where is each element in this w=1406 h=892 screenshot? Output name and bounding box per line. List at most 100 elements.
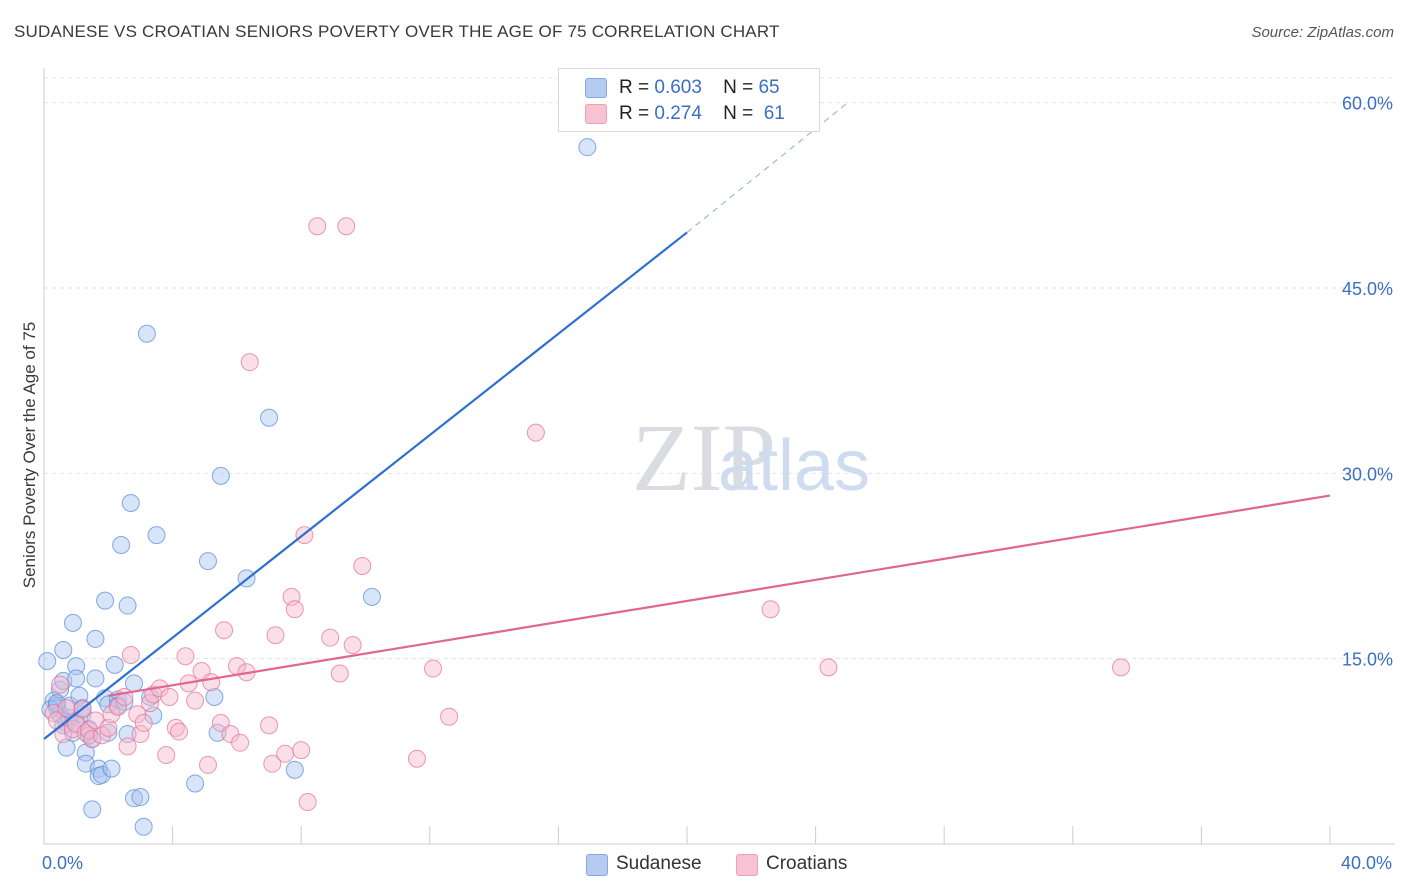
- legend-n-label: N =: [723, 77, 754, 98]
- y-tick-labels: 15.0% 30.0% 45.0% 60.0%: [1342, 94, 1393, 670]
- watermark-zip: ZIP: [632, 404, 776, 511]
- point-sudanese: [121, 494, 140, 513]
- legend-n-value-croatians: 61: [763, 103, 785, 124]
- point-croatians: [321, 628, 340, 647]
- point-croatians: [170, 722, 189, 741]
- point-croatians: [51, 675, 70, 694]
- legend-label-croatians: Croatians: [766, 853, 848, 874]
- point-croatians: [186, 691, 205, 710]
- point-sudanese: [102, 759, 121, 778]
- point-croatians: [526, 423, 545, 442]
- trend-line-croatians: [108, 494, 1331, 697]
- point-sudanese: [118, 725, 137, 744]
- data-points: [38, 138, 1131, 836]
- point-croatians: [83, 729, 102, 748]
- point-croatians: [292, 741, 311, 760]
- point-croatians: [330, 664, 349, 683]
- chart-title: SUDANESE VS CROATIAN SENIORS POVERTY OVE…: [14, 22, 780, 41]
- trend-line-sudanese: [43, 231, 688, 740]
- point-sudanese: [198, 552, 217, 571]
- legend-swatch-sudanese: [585, 78, 607, 98]
- point-croatians: [134, 713, 153, 732]
- point-croatians: [298, 792, 317, 811]
- correlation-legend: R = 0.603 N = 65 R = 0.274 N = 61: [558, 68, 820, 132]
- point-sudanese: [205, 687, 224, 706]
- watermark-atlas: atlas: [718, 426, 870, 506]
- point-croatians: [99, 718, 118, 737]
- legend-swatch-sudanese: [586, 854, 608, 876]
- x-tick-label-min: 0.0%: [42, 853, 84, 873]
- legend-n-label: N =: [723, 103, 754, 124]
- point-sudanese: [186, 774, 205, 793]
- x-tick-label-max: 40.0%: [1340, 853, 1392, 873]
- legend-n-value-sudanese: 65: [758, 77, 780, 98]
- point-sudanese: [134, 817, 153, 836]
- point-croatians: [121, 645, 140, 664]
- point-croatians: [1112, 658, 1131, 677]
- point-sudanese: [118, 596, 137, 615]
- point-sudanese: [362, 587, 381, 606]
- point-sudanese: [285, 760, 304, 779]
- y-tick-label: 60.0%: [1342, 94, 1393, 114]
- point-croatians: [118, 737, 137, 756]
- point-croatians: [343, 636, 362, 655]
- point-sudanese: [125, 789, 144, 808]
- point-croatians: [102, 705, 121, 724]
- point-croatians: [266, 626, 285, 645]
- point-sudanese: [147, 526, 166, 545]
- point-croatians: [157, 746, 176, 765]
- point-sudanese: [92, 765, 111, 784]
- point-sudanese: [112, 536, 131, 555]
- point-sudanese: [208, 723, 227, 742]
- point-croatians: [108, 697, 127, 716]
- point-sudanese: [67, 657, 86, 676]
- point-sudanese: [86, 669, 105, 688]
- watermark: ZIP atlas: [632, 404, 870, 511]
- point-croatians: [198, 755, 217, 774]
- point-sudanese: [86, 629, 105, 648]
- y-tick-label: 30.0%: [1342, 464, 1393, 484]
- y-tick-label: 15.0%: [1342, 650, 1393, 670]
- legend-r-label: R =: [619, 103, 650, 124]
- point-sudanese: [96, 591, 115, 610]
- legend-label-sudanese: Sudanese: [616, 853, 702, 874]
- point-croatians: [202, 673, 221, 692]
- point-croatians: [440, 707, 459, 726]
- point-croatians: [424, 659, 443, 678]
- point-croatians: [407, 749, 426, 768]
- point-croatians: [285, 600, 304, 619]
- chart-source: Source: ZipAtlas.com: [1251, 24, 1394, 41]
- point-sudanese: [54, 641, 73, 660]
- point-sudanese: [137, 324, 156, 343]
- point-croatians: [819, 658, 838, 677]
- point-sudanese: [83, 800, 102, 819]
- point-sudanese: [38, 652, 57, 671]
- point-sudanese: [105, 655, 124, 674]
- point-sudanese: [211, 466, 230, 485]
- point-croatians: [160, 687, 179, 706]
- point-sudanese: [131, 788, 150, 807]
- trend-line-extension-sudanese: [686, 102, 849, 233]
- point-croatians: [276, 744, 295, 763]
- point-croatians: [215, 621, 234, 640]
- point-sudanese: [57, 738, 76, 757]
- point-croatians: [308, 217, 327, 236]
- point-croatians: [263, 754, 282, 773]
- point-sudanese: [578, 138, 597, 157]
- point-croatians: [761, 600, 780, 619]
- point-sudanese: [67, 669, 86, 688]
- legend-r-value-sudanese: 0.603: [654, 77, 702, 98]
- point-croatians: [240, 353, 259, 372]
- legend-r-value-croatians: 0.274: [654, 103, 702, 124]
- legend-swatch-croatians: [585, 104, 607, 124]
- series-legend: Sudanese Croatians: [0, 852, 1406, 878]
- point-croatians: [176, 647, 195, 666]
- point-croatians: [260, 716, 279, 735]
- trend-lines: [43, 102, 1331, 740]
- point-sudanese: [260, 408, 279, 427]
- y-tick-label: 45.0%: [1342, 279, 1393, 299]
- point-croatians: [353, 557, 372, 576]
- point-croatians: [57, 699, 76, 718]
- point-sudanese: [63, 613, 82, 632]
- point-croatians: [92, 726, 111, 745]
